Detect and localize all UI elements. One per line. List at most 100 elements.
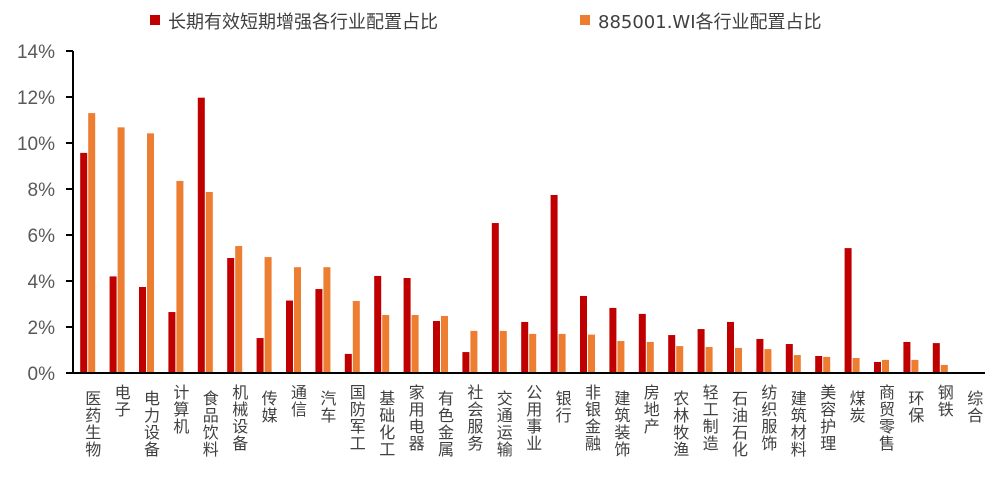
y-tick-label: 0% <box>28 364 56 385</box>
bar-index-国防军工 <box>352 301 360 373</box>
x-tick-label: 食品饮料 <box>200 390 219 458</box>
bar-strategy-基础化工 <box>374 275 382 373</box>
bar-strategy-电子 <box>109 276 117 373</box>
bar-index-基础化工 <box>382 315 390 373</box>
x-tick-label: 建筑装饰 <box>611 390 630 458</box>
bar-index-非银金融 <box>588 334 595 373</box>
bar-index-轻工制造 <box>705 347 713 373</box>
x-tick-label: 通信 <box>288 384 307 418</box>
x-tick-label: 基础化工 <box>376 390 395 458</box>
bar-index-传媒 <box>264 257 272 373</box>
bar-index-银行 <box>558 333 566 373</box>
x-tick-label: 医药生物 <box>82 390 101 458</box>
x-tick-label: 建筑材料 <box>788 390 807 458</box>
x-tick-label: 煤炭 <box>847 390 866 424</box>
bar-index-电子 <box>117 127 125 373</box>
x-tick-label: 轻工制造 <box>700 384 719 452</box>
bar-strategy-银行 <box>550 194 558 373</box>
legend-label-series-1: 长期有效短期增强各行业配置占比 <box>168 12 438 33</box>
x-tick-label: 家用电器 <box>406 384 425 452</box>
bar-index-食品饮料 <box>205 191 213 373</box>
x-tick-label: 房地产 <box>641 384 660 435</box>
x-tick-label: 钢铁 <box>935 384 954 418</box>
bar-index-石油石化 <box>735 347 742 373</box>
y-tick-label: 8% <box>28 180 56 201</box>
legend: 长期有效短期增强各行业配置占比 885001.WI各行业配置占比 <box>150 12 822 33</box>
bar-strategy-美容护理 <box>815 355 823 373</box>
bar-strategy-石油石化 <box>727 321 734 373</box>
bar-strategy-煤炭 <box>844 248 852 373</box>
bar-strategy-机械设备 <box>227 258 235 373</box>
x-tick-label: 机械设备 <box>229 384 248 452</box>
x-tick-label: 社会服务 <box>464 384 483 452</box>
bar-strategy-社会服务 <box>462 352 470 373</box>
bar-index-煤炭 <box>852 358 860 373</box>
bar-strategy-家用电器 <box>403 278 411 373</box>
x-tick-label: 汽车 <box>317 390 336 424</box>
bar-strategy-非银金融 <box>580 295 587 373</box>
bar-strategy-钢铁 <box>932 343 940 373</box>
x-tick-label: 电子 <box>112 384 131 418</box>
bar-strategy-国防军工 <box>344 353 352 373</box>
bar-strategy-传媒 <box>256 338 264 373</box>
x-tick-label: 农林牧渔 <box>670 390 689 458</box>
bar-index-钢铁 <box>940 364 948 373</box>
bar-index-公用事业 <box>529 333 537 373</box>
legend-swatch-series-2 <box>580 15 590 25</box>
bar-strategy-建筑装饰 <box>609 307 617 373</box>
bar-strategy-有色金属 <box>433 321 440 373</box>
x-tick-label: 商贸零售 <box>876 384 895 452</box>
y-tick-label: 12% <box>17 88 55 109</box>
x-tick-label: 计算机 <box>170 384 189 435</box>
bar-strategy-电力设备 <box>139 286 146 373</box>
bar-strategy-交通运输 <box>491 223 499 373</box>
bar-strategy-建筑材料 <box>785 344 793 373</box>
bar-strategy-商贸零售 <box>874 361 881 373</box>
bar-strategy-食品饮料 <box>197 97 205 373</box>
bar-strategy-公用事业 <box>521 321 529 373</box>
x-tick-label: 交通运输 <box>494 390 513 458</box>
bar-index-建筑装饰 <box>617 341 625 373</box>
bar-index-交通运输 <box>499 330 507 373</box>
bar-index-商贸零售 <box>882 359 889 373</box>
bar-index-社会服务 <box>470 330 478 373</box>
bar-strategy-通信 <box>286 300 293 373</box>
x-tick-label: 银行 <box>553 390 572 424</box>
bar-index-汽车 <box>323 267 331 373</box>
bar-strategy-医药生物 <box>80 152 88 373</box>
legend-swatch-series-1 <box>150 15 160 25</box>
bar-strategy-计算机 <box>168 312 176 373</box>
legend-label-series-2: 885001.WI各行业配置占比 <box>598 12 822 33</box>
y-tick-label: 2% <box>28 318 56 339</box>
x-tick-label: 美容护理 <box>817 384 836 452</box>
x-tick-label: 电力设备 <box>141 390 160 458</box>
y-tick-label: 6% <box>28 226 56 247</box>
y-tick-label: 10% <box>17 134 55 155</box>
x-tick-label: 纺织服饰 <box>758 384 777 452</box>
bar-index-有色金属 <box>441 315 448 373</box>
bar-strategy-轻工制造 <box>697 329 705 373</box>
bar-strategy-环保 <box>903 341 911 373</box>
bar-index-机械设备 <box>235 246 243 373</box>
bar-strategy-汽车 <box>315 289 323 373</box>
bar-index-环保 <box>911 359 919 373</box>
bar-strategy-房地产 <box>638 313 646 373</box>
bar-index-农林牧渔 <box>676 346 684 373</box>
x-tick-label: 非银金融 <box>582 384 601 452</box>
y-tick-label: 14% <box>17 42 55 63</box>
x-tick-label: 有色金属 <box>435 390 454 458</box>
bar-strategy-纺织服饰 <box>756 338 764 373</box>
y-tick-label: 4% <box>28 272 56 293</box>
bar-index-建筑材料 <box>793 355 801 373</box>
x-tick-label: 传媒 <box>259 390 278 424</box>
x-tick-label: 公用事业 <box>523 384 542 452</box>
bar-index-医药生物 <box>88 113 96 373</box>
bar-index-房地产 <box>646 341 654 373</box>
x-tick-label: 综合 <box>964 390 983 424</box>
bar-index-电力设备 <box>147 133 154 373</box>
bar-index-美容护理 <box>823 356 831 373</box>
bar-index-通信 <box>294 267 301 373</box>
bar-index-计算机 <box>176 180 184 373</box>
bar-index-家用电器 <box>411 315 419 373</box>
